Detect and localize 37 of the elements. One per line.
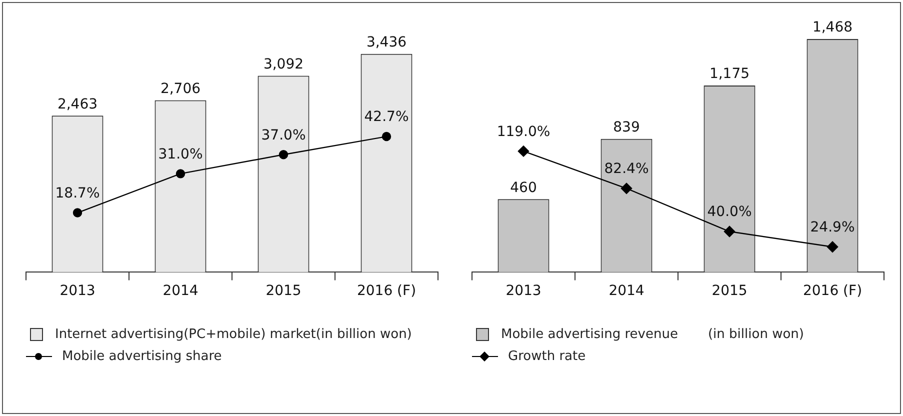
x-tick-label: 2016 (F)	[356, 283, 416, 300]
point	[724, 226, 736, 238]
x-tick-label: 2015	[712, 283, 748, 300]
legend-label: Mobile advertising revenue	[501, 326, 678, 342]
data-label: 839	[613, 120, 640, 136]
data-label: 2,706	[160, 80, 201, 97]
data-label: 40.0%	[707, 204, 752, 220]
point	[278, 150, 288, 160]
point	[72, 208, 82, 218]
x-tick-label: 2016 (F)	[802, 283, 862, 300]
x-tick-label: 2014	[608, 283, 644, 300]
x-tick-label: 2013	[60, 283, 96, 300]
data-label: 37.0%	[261, 127, 306, 144]
data-label: 119.0%	[496, 124, 550, 140]
data-label: 42.7%	[364, 109, 409, 126]
data-label: 1,468	[812, 20, 853, 36]
data-label: 3,092	[263, 56, 304, 72]
legend-label: Internet advertising(PC+mobile) market(in billion won)	[55, 326, 412, 342]
data-label: 3,436	[366, 34, 407, 50]
data-label: 31.0%	[158, 146, 203, 162]
data-label: 18.7%	[55, 185, 100, 202]
data-label: 82.4%	[604, 161, 649, 178]
point	[176, 169, 186, 178]
point	[518, 146, 530, 157]
data-label: 2,463	[57, 96, 98, 112]
x-tick-label: 2015	[266, 283, 302, 300]
point	[826, 241, 838, 252]
point	[620, 182, 632, 194]
data-label: 24.9%	[810, 220, 855, 236]
x-tick-label: 2014	[162, 283, 198, 300]
point	[382, 132, 392, 142]
data-label: 1,175	[709, 66, 750, 82]
x-tick-label: 2013	[506, 283, 542, 300]
data-label: 460	[510, 180, 537, 196]
legend-label: Mobile advertising share	[62, 348, 222, 364]
text: (in billion won)	[708, 326, 804, 342]
legend-label: Growth rate	[508, 348, 586, 364]
